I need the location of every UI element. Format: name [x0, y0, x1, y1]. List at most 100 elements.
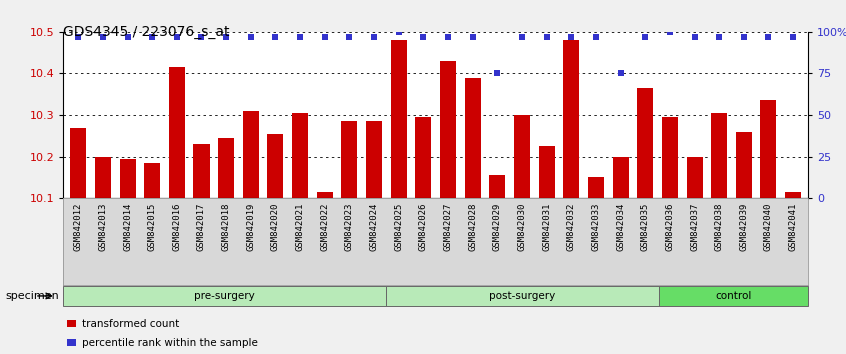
Bar — [144, 163, 160, 198]
Point — [515, 34, 529, 40]
Bar — [243, 111, 259, 198]
Text: GSM842016: GSM842016 — [173, 202, 181, 251]
Bar — [366, 121, 382, 198]
Text: GSM842037: GSM842037 — [690, 202, 699, 251]
Point — [170, 34, 184, 40]
Text: GSM842026: GSM842026 — [419, 202, 428, 251]
Text: GSM842019: GSM842019 — [246, 202, 255, 251]
Bar — [563, 40, 580, 198]
Text: GSM842028: GSM842028 — [468, 202, 477, 251]
Bar — [662, 117, 678, 198]
Point — [367, 34, 381, 40]
Point — [318, 34, 332, 40]
Text: GSM842033: GSM842033 — [591, 202, 601, 251]
Bar — [464, 78, 481, 198]
Text: GSM842036: GSM842036 — [666, 202, 674, 251]
Text: control: control — [716, 291, 751, 301]
Text: GSM842035: GSM842035 — [640, 202, 650, 251]
Point — [614, 71, 628, 76]
Bar — [267, 134, 283, 198]
Text: GSM842041: GSM842041 — [788, 202, 798, 251]
Bar — [194, 144, 210, 198]
Point — [195, 34, 208, 40]
Text: GSM842015: GSM842015 — [148, 202, 157, 251]
Bar — [785, 192, 801, 198]
Point — [121, 34, 135, 40]
Text: GSM842012: GSM842012 — [74, 202, 83, 251]
Text: GSM842024: GSM842024 — [370, 202, 378, 251]
Point — [71, 34, 85, 40]
Bar — [119, 159, 135, 198]
Text: GDS4345 / 223076_s_at: GDS4345 / 223076_s_at — [63, 25, 230, 39]
Text: GSM842040: GSM842040 — [764, 202, 773, 251]
Point — [589, 34, 602, 40]
Point — [639, 34, 652, 40]
Bar — [391, 40, 407, 198]
Point — [244, 34, 257, 40]
Point — [294, 34, 307, 40]
Text: GSM842017: GSM842017 — [197, 202, 206, 251]
Bar — [613, 156, 629, 198]
Point — [712, 34, 726, 40]
Point — [761, 34, 775, 40]
Text: GSM842031: GSM842031 — [542, 202, 551, 251]
Text: GSM842029: GSM842029 — [493, 202, 502, 251]
Bar — [588, 177, 604, 198]
Bar — [711, 113, 728, 198]
Bar — [342, 121, 357, 198]
Bar — [95, 156, 111, 198]
Point — [564, 34, 578, 40]
Point — [540, 34, 553, 40]
Bar — [637, 88, 653, 198]
Point — [491, 71, 504, 76]
Point — [787, 34, 800, 40]
Bar — [316, 192, 332, 198]
Bar — [686, 156, 702, 198]
Bar — [736, 132, 752, 198]
Text: GSM842027: GSM842027 — [443, 202, 453, 251]
Bar — [67, 339, 76, 346]
Text: percentile rank within the sample: percentile rank within the sample — [82, 338, 258, 348]
Bar — [70, 127, 86, 198]
Point — [416, 34, 430, 40]
Point — [146, 34, 159, 40]
Text: GSM842039: GSM842039 — [739, 202, 749, 251]
Bar — [761, 101, 777, 198]
Text: post-surgery: post-surgery — [490, 291, 556, 301]
Point — [96, 34, 110, 40]
Text: GSM842023: GSM842023 — [345, 202, 354, 251]
Bar — [489, 175, 505, 198]
Bar — [440, 61, 456, 198]
Text: GSM842032: GSM842032 — [567, 202, 576, 251]
Text: pre-surgery: pre-surgery — [195, 291, 255, 301]
Text: GSM842038: GSM842038 — [715, 202, 723, 251]
Bar — [539, 146, 555, 198]
Point — [269, 34, 283, 40]
Text: specimen: specimen — [5, 291, 59, 301]
Bar — [67, 320, 76, 327]
Text: GSM842014: GSM842014 — [123, 202, 132, 251]
Bar — [218, 138, 234, 198]
Point — [219, 34, 233, 40]
Text: GSM842021: GSM842021 — [295, 202, 305, 251]
Bar — [169, 67, 185, 198]
Bar — [415, 117, 431, 198]
Bar — [63, 286, 386, 306]
Point — [343, 34, 356, 40]
Point — [392, 29, 405, 35]
Bar — [659, 286, 808, 306]
Bar — [386, 286, 659, 306]
Text: GSM842013: GSM842013 — [98, 202, 107, 251]
Point — [688, 34, 701, 40]
Bar — [292, 113, 308, 198]
Text: transformed count: transformed count — [82, 319, 179, 329]
Text: GSM842030: GSM842030 — [518, 202, 526, 251]
Text: GSM842022: GSM842022 — [321, 202, 329, 251]
Point — [737, 34, 750, 40]
Point — [466, 34, 480, 40]
Point — [442, 34, 455, 40]
Point — [663, 29, 677, 35]
Text: GSM842034: GSM842034 — [616, 202, 625, 251]
Text: GSM842020: GSM842020 — [271, 202, 280, 251]
Text: GSM842018: GSM842018 — [222, 202, 231, 251]
